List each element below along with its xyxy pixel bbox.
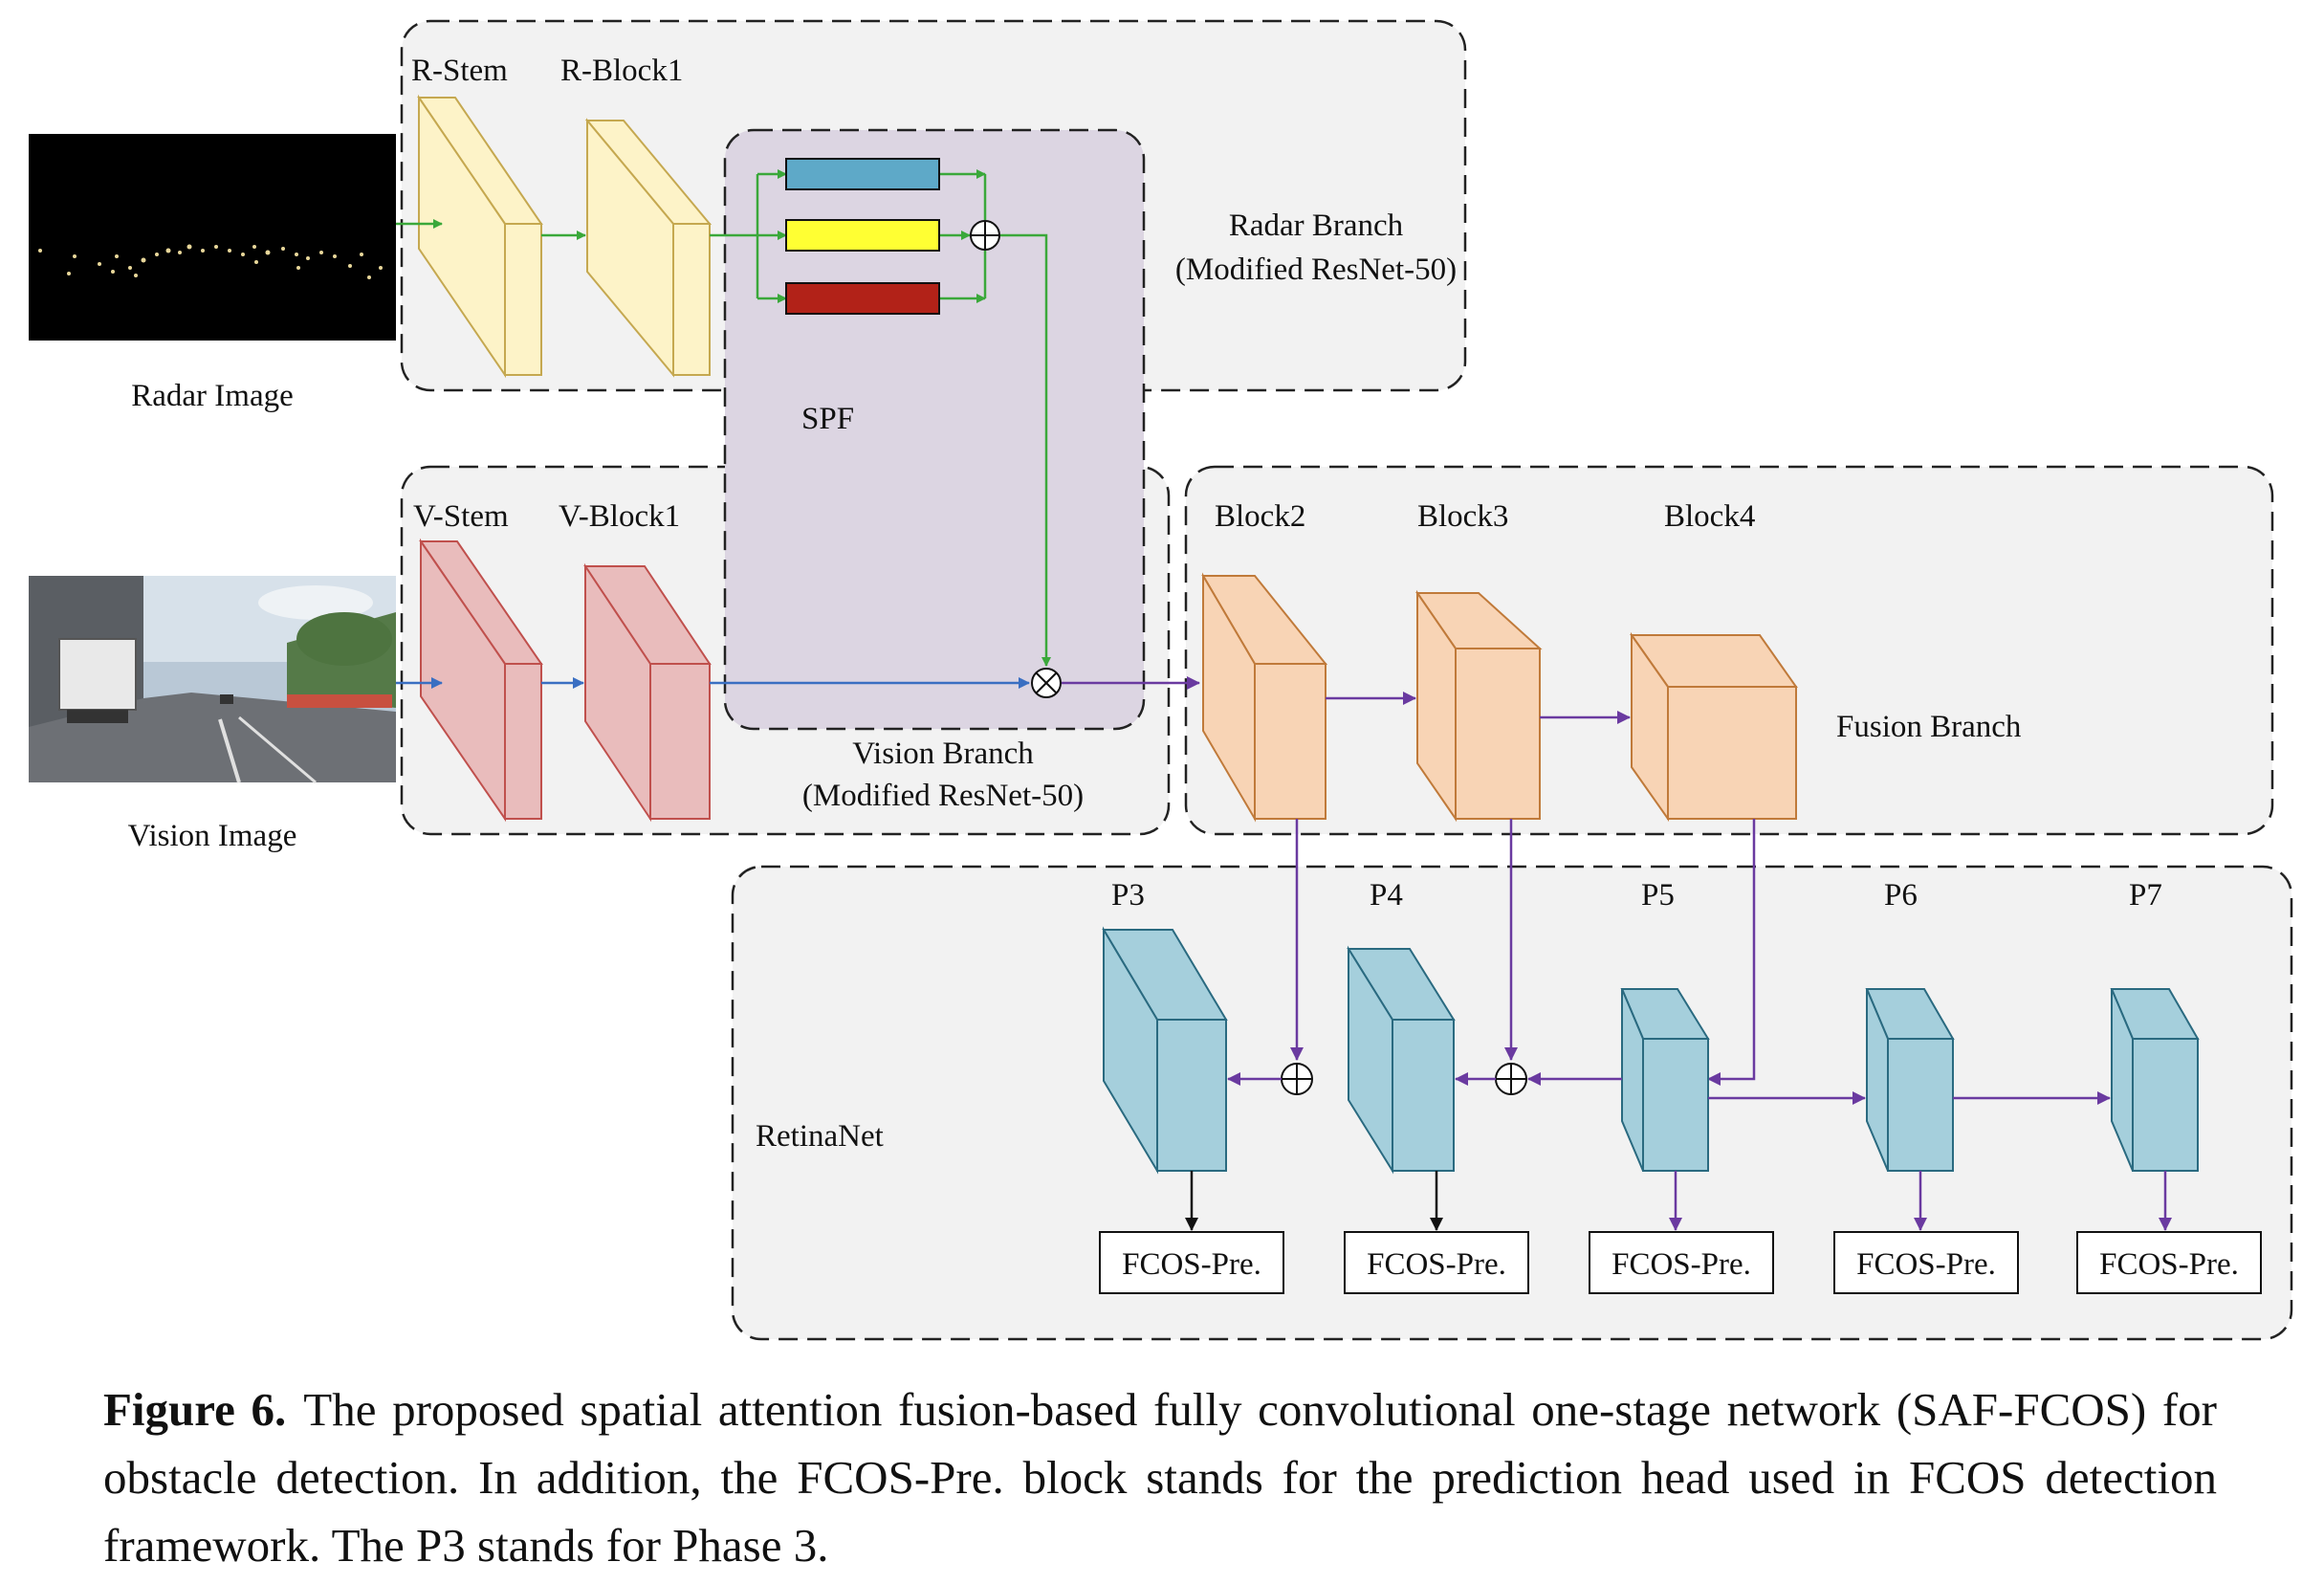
fusion-flow-arrows <box>1062 676 1756 1086</box>
retinanet-title: RetinaNet <box>756 1119 884 1154</box>
spf-region <box>723 128 1146 731</box>
figure-caption-text: The proposed spatial attention fusion-ba… <box>103 1383 2217 1572</box>
r-block1-block <box>584 118 713 378</box>
vision-branch-title-line1: Vision Branch <box>852 737 1034 771</box>
block2-block <box>1201 572 1328 823</box>
fcos-head-p3: FCOS-Pre. <box>1099 1231 1284 1294</box>
block3-label: Block3 <box>1417 499 1508 534</box>
radar-branch-title-line2: (Modified ResNet-50) <box>1175 253 1457 287</box>
p5-block <box>1620 988 1710 1172</box>
figure-caption: Figure 6. The proposed spatial attention … <box>103 1375 2217 1579</box>
p6-block <box>1865 988 1955 1172</box>
p5-label: P5 <box>1641 878 1675 913</box>
fcos-head-p5: FCOS-Pre. <box>1589 1231 1774 1294</box>
spf-bar-red <box>785 282 940 315</box>
v-block1-label: V-Block1 <box>559 499 680 534</box>
fcos-head-p6-label: FCOS-Pre. <box>1856 1247 1996 1282</box>
spf-bar-blue <box>785 158 940 190</box>
p4-block <box>1347 945 1456 1175</box>
v-block1-block <box>583 562 712 823</box>
block2-label: Block2 <box>1215 499 1305 534</box>
attention-multiply-node <box>1031 668 1062 698</box>
radar-branch-title-line1: Radar Branch <box>1229 209 1404 243</box>
fcos-head-p3-label: FCOS-Pre. <box>1122 1247 1261 1282</box>
spf-label: SPF <box>801 402 854 436</box>
retinanet-flow-arrows <box>1227 1072 2172 1231</box>
p3-block <box>1102 926 1228 1175</box>
p3-label: P3 <box>1111 878 1145 913</box>
r-stem-label: R-Stem <box>411 54 508 88</box>
fcos-head-p7: FCOS-Pre. <box>2076 1231 2262 1294</box>
fcos-head-p7-label: FCOS-Pre. <box>2099 1247 2239 1282</box>
v-stem-block <box>419 538 543 823</box>
spf-sum-node <box>970 220 1000 251</box>
block4-label: Block4 <box>1664 499 1755 534</box>
fcos-head-p4: FCOS-Pre. <box>1344 1231 1529 1294</box>
r-stem-block <box>417 94 543 379</box>
spf-bar-yellow <box>785 219 940 252</box>
p7-block <box>2110 988 2200 1172</box>
fcos-head-p5-label: FCOS-Pre. <box>1611 1247 1751 1282</box>
vision-image-label: Vision Image <box>128 819 297 853</box>
radar-image-label: Radar Image <box>131 379 294 413</box>
block4-block <box>1630 631 1798 823</box>
radar-flow-arrows <box>396 169 1051 667</box>
block3-block <box>1415 589 1543 823</box>
v-stem-label: V-Stem <box>413 499 509 534</box>
fusion-branch-title: Fusion Branch <box>1836 710 2022 744</box>
fcos-head-p4-label: FCOS-Pre. <box>1367 1247 1506 1282</box>
figure-caption-label: Figure 6. <box>103 1383 287 1436</box>
r-block1-label: R-Block1 <box>560 54 683 88</box>
radar-image <box>29 134 396 341</box>
fcos-head-p6: FCOS-Pre. <box>1833 1231 2019 1294</box>
head-arrows-black <box>1185 1171 1443 1231</box>
vision-branch-title-line2: (Modified ResNet-50) <box>802 779 1084 813</box>
p3-sum-node <box>1281 1063 1313 1095</box>
p4-label: P4 <box>1370 878 1403 913</box>
p4-sum-node <box>1495 1063 1527 1095</box>
p7-label: P7 <box>2129 878 2162 913</box>
p6-label: P6 <box>1884 878 1918 913</box>
vision-image <box>29 576 396 784</box>
